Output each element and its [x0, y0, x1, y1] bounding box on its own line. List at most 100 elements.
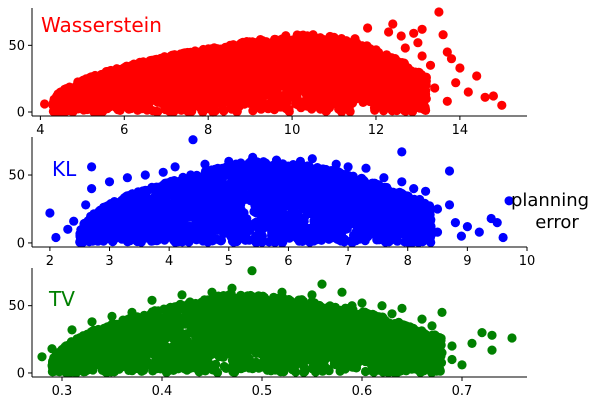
- wasserstein-data-point: [195, 56, 205, 66]
- wasserstein-cloud-point: [380, 51, 390, 62]
- wasserstein-cloud-point: [405, 99, 415, 109]
- wasserstein-cloud-point: [251, 52, 261, 62]
- wasserstein-cloud-point: [242, 87, 252, 97]
- wasserstein-cloud-point: [391, 92, 401, 102]
- wasserstein-data-point: [132, 72, 142, 82]
- wasserstein-cloud-point: [182, 93, 192, 103]
- wasserstein-data-point: [409, 28, 419, 38]
- wasserstein-data-point: [417, 24, 427, 34]
- wasserstein-data-point: [65, 96, 75, 106]
- wasserstein-cloud-point: [383, 102, 393, 112]
- wasserstein-data-point: [153, 66, 163, 76]
- wasserstein-cloud-point: [106, 83, 116, 94]
- wasserstein-cloud-point: [267, 90, 277, 100]
- wasserstein-cloud-point: [343, 100, 353, 110]
- wasserstein-data-point: [329, 32, 339, 42]
- wasserstein-data-point: [363, 23, 373, 33]
- wasserstein-cloud-point: [181, 55, 191, 65]
- wasserstein-data-point: [258, 38, 268, 48]
- wasserstein-data-point: [241, 44, 251, 54]
- wasserstein-data-point: [115, 79, 125, 89]
- wasserstein-data-point: [446, 54, 457, 64]
- wasserstein-cloud-point: [167, 103, 177, 114]
- wasserstein-data-point: [480, 92, 490, 102]
- wasserstein-cloud-point: [242, 52, 252, 62]
- wasserstein-cloud-point: [135, 101, 145, 111]
- wasserstein-cloud-point: [226, 103, 236, 113]
- wasserstein-data-point: [413, 38, 423, 48]
- wasserstein-cloud-point: [421, 73, 431, 83]
- wasserstein-data-point: [77, 91, 87, 101]
- wasserstein-cloud-point: [189, 100, 199, 110]
- wasserstein-data-point: [455, 63, 465, 73]
- wasserstein-cloud-point: [278, 70, 288, 80]
- wasserstein-cloud-point: [204, 71, 215, 81]
- wasserstein-data-point: [497, 100, 507, 110]
- wasserstein-data-point: [384, 27, 394, 37]
- wasserstein-cloud-point: [277, 49, 287, 59]
- wasserstein-x-tick-label: 10: [284, 123, 301, 138]
- wasserstein-data-point: [463, 87, 473, 97]
- wasserstein-cloud-point: [130, 89, 140, 99]
- wasserstein-data-point: [438, 30, 448, 40]
- wasserstein-cloud-point: [357, 48, 367, 58]
- wasserstein-cloud-point: [299, 52, 309, 62]
- wasserstein-cloud-point: [383, 74, 393, 85]
- wasserstein-cloud-point: [165, 65, 176, 75]
- wasserstein-cloud-point: [94, 75, 104, 85]
- wasserstein-data-point: [472, 71, 482, 81]
- wasserstein-cloud-point: [268, 43, 278, 53]
- wasserstein-cloud-point: [294, 79, 304, 89]
- wasserstein-data-point: [396, 31, 406, 41]
- wasserstein-cloud-point: [358, 65, 368, 75]
- wasserstein-cloud-point: [337, 51, 347, 61]
- wasserstein-cloud-point: [400, 59, 410, 69]
- wasserstein-cloud-point: [252, 60, 262, 70]
- wasserstein-cloud-point: [190, 46, 200, 56]
- wasserstein-cloud-point: [203, 104, 213, 114]
- wasserstein-x-tick-label: 6: [120, 123, 128, 138]
- wasserstein-cloud-point: [321, 96, 331, 106]
- kl-cloud-point: [300, 225, 310, 235]
- wasserstein-cloud-point: [264, 56, 274, 66]
- wasserstein-data-point: [417, 51, 427, 61]
- wasserstein-data-point: [430, 83, 440, 93]
- wasserstein-data-point: [442, 96, 452, 106]
- wasserstein-x-tick-label: 12: [368, 123, 385, 138]
- wasserstein-cloud-point: [84, 82, 95, 92]
- wasserstein-cloud-point: [392, 101, 402, 111]
- wasserstein-cloud-point: [147, 81, 157, 91]
- wasserstein-cloud-point: [278, 81, 288, 91]
- wasserstein-cloud-point: [133, 60, 143, 70]
- wasserstein-x-tick-label: 4: [36, 123, 44, 138]
- wasserstein-cloud-point: [320, 44, 330, 55]
- wasserstein-cloud-point: [299, 96, 309, 107]
- wasserstein-cloud-point: [184, 68, 194, 78]
- wasserstein-cloud-point: [288, 52, 298, 62]
- wasserstein-cloud-point: [151, 106, 161, 116]
- wasserstein-data-point: [283, 35, 293, 45]
- wasserstein-cloud-point: [269, 105, 279, 115]
- wasserstein-dense-cloud: [48, 30, 431, 117]
- wasserstein-cloud-point: [303, 84, 313, 95]
- kl-cloud-point: [298, 216, 308, 226]
- wasserstein-cloud-point: [252, 78, 262, 88]
- wasserstein-cloud-point: [294, 71, 304, 81]
- wasserstein-cloud-point: [248, 106, 258, 116]
- wasserstein-cloud-point: [160, 54, 170, 64]
- wasserstein-cloud-point: [153, 95, 163, 105]
- wasserstein-cloud-point: [62, 86, 72, 96]
- wasserstein-data-point: [434, 7, 444, 17]
- wasserstein-data-point: [52, 100, 62, 110]
- wasserstein-cloud-point: [310, 73, 321, 83]
- wasserstein-cloud-point: [370, 86, 381, 96]
- kl-cloud-point: [232, 236, 242, 247]
- wasserstein-cloud-point: [316, 59, 327, 69]
- wasserstein-cloud-point: [295, 43, 305, 53]
- wasserstein-cloud-point: [258, 99, 268, 109]
- wasserstein-y-tick-label: 50: [8, 39, 25, 54]
- wasserstein-cloud-point: [118, 89, 128, 99]
